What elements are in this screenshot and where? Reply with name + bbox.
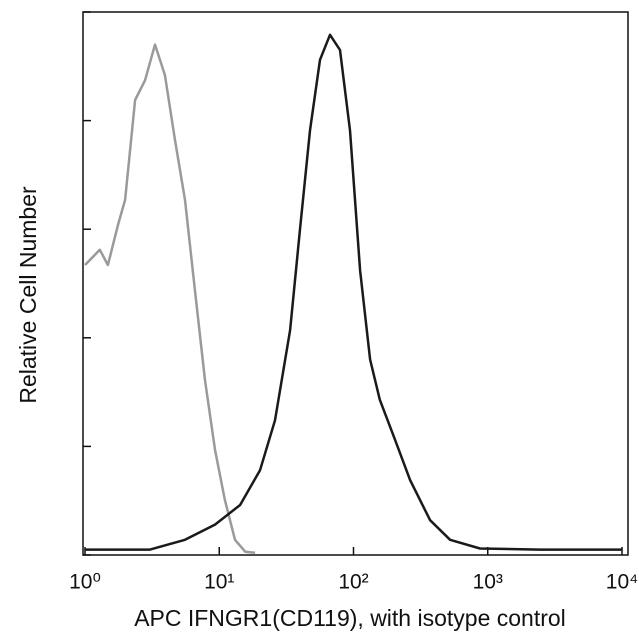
x-tick-label: 10² [338,571,368,594]
histogram-line [84,43,256,555]
y-axis-title: Relative Cell Number [15,186,41,404]
x-tick-label: 10¹ [204,571,234,594]
plot-frame [82,11,629,556]
x-tick-label: 10³ [473,571,503,594]
histogram-line [85,33,622,551]
x-tick-label: 10⁰ [69,571,101,594]
x-axis-title: APC IFNGR1(CD119), with isotype control [134,605,566,631]
x-tick-label: 10⁴ [606,571,638,594]
